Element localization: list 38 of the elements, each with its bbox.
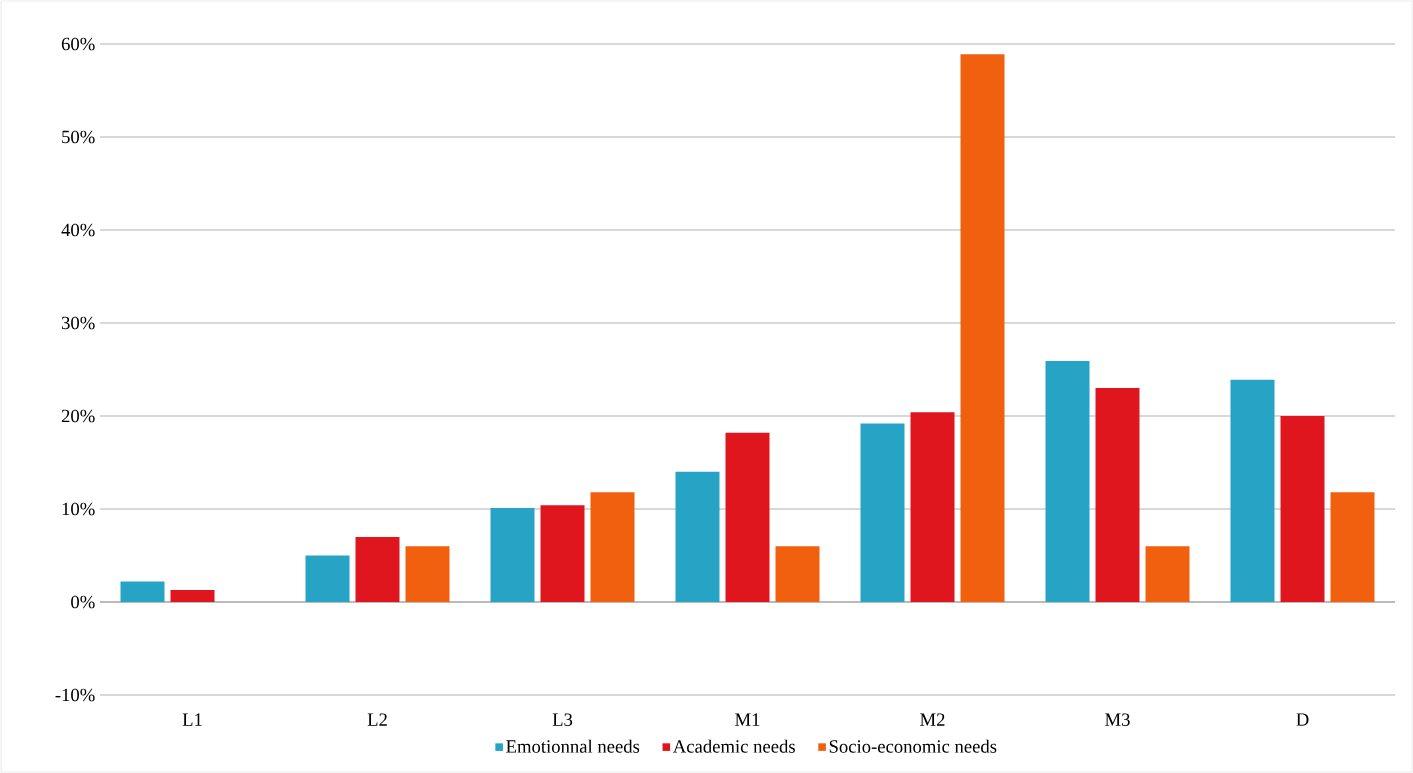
y-tick-label: 20% [61,409,95,423]
y-tick-label: 10% [62,502,95,516]
bar [960,54,1005,602]
x-tick-label: M1 [735,713,760,726]
bar [1095,388,1140,602]
y-tick-label: 50% [62,130,95,144]
bar [910,412,955,602]
bar [490,508,535,602]
x-tick-label: L1 [182,713,202,726]
bar [775,546,820,602]
x-tick-label: L3 [552,713,573,726]
bar [1230,379,1275,602]
bar [170,589,215,602]
bar [860,423,905,602]
y-tick-label: 40% [61,223,95,237]
y-tick-label: 60% [61,37,95,51]
x-tick-label: M3 [1105,713,1130,726]
y-tick-label: 30% [61,316,95,330]
y-tick-label: 0% [71,595,95,609]
legend-label: Academic needs [672,739,795,753]
bar [1145,546,1190,602]
x-tick-label: D [1296,713,1309,726]
bar [120,581,165,602]
bar [590,492,635,602]
bar [1045,361,1090,602]
legend-label: Socio-economic needs [829,739,997,753]
bar [355,536,400,602]
x-tick-label: M2 [920,713,945,726]
x-tick-label: L2 [367,713,387,726]
bar [540,505,585,602]
bar [1280,415,1325,602]
legend-label: Emotionnal needs [506,739,640,753]
y-tick-label: -10% [55,688,95,702]
bar [1330,492,1375,602]
bar [675,471,720,602]
bar [305,555,350,602]
bar [725,432,770,602]
bar [405,546,450,602]
